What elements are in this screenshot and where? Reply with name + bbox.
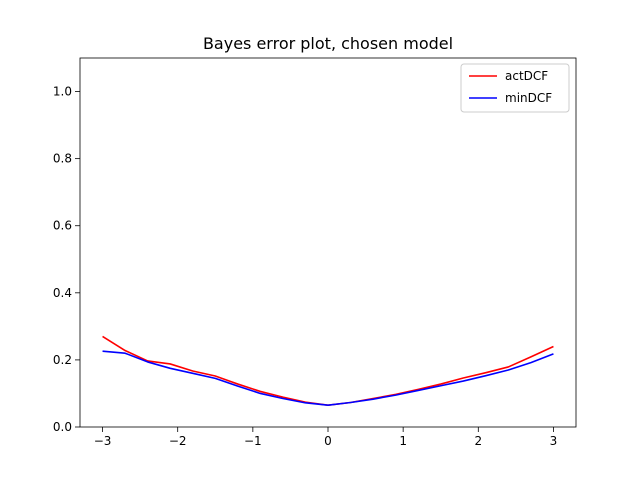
x-tick-label: −1 (244, 434, 262, 448)
y-tick-label: 0.0 (53, 420, 72, 434)
series-line-minDCF (102, 350, 554, 407)
chart-title: Bayes error plot, chosen model (203, 34, 453, 53)
legend-label-actDCF: actDCF (505, 69, 548, 83)
x-tick-label: −3 (94, 434, 112, 448)
y-tick-label: 0.8 (53, 152, 72, 166)
x-tick-label: 0 (324, 434, 332, 448)
series-layer (102, 335, 554, 407)
y-tick-label: 0.4 (53, 286, 72, 300)
y-tick-label: 1.0 (53, 85, 72, 99)
x-tick-label: 1 (399, 434, 407, 448)
x-tick-label: −2 (169, 434, 187, 448)
y-axis: 0.0 0.2 0.4 0.6 0.8 1.0 (53, 85, 80, 434)
y-tick-label: 0.6 (53, 219, 72, 233)
x-tick-label: 3 (550, 434, 558, 448)
x-tick-label: 2 (474, 434, 482, 448)
x-axis: −3 −2 −1 0 1 2 3 (94, 427, 558, 448)
legend-label-minDCF: minDCF (505, 91, 552, 105)
legend: actDCF minDCF (460, 63, 570, 113)
y-tick-label: 0.2 (53, 353, 72, 367)
